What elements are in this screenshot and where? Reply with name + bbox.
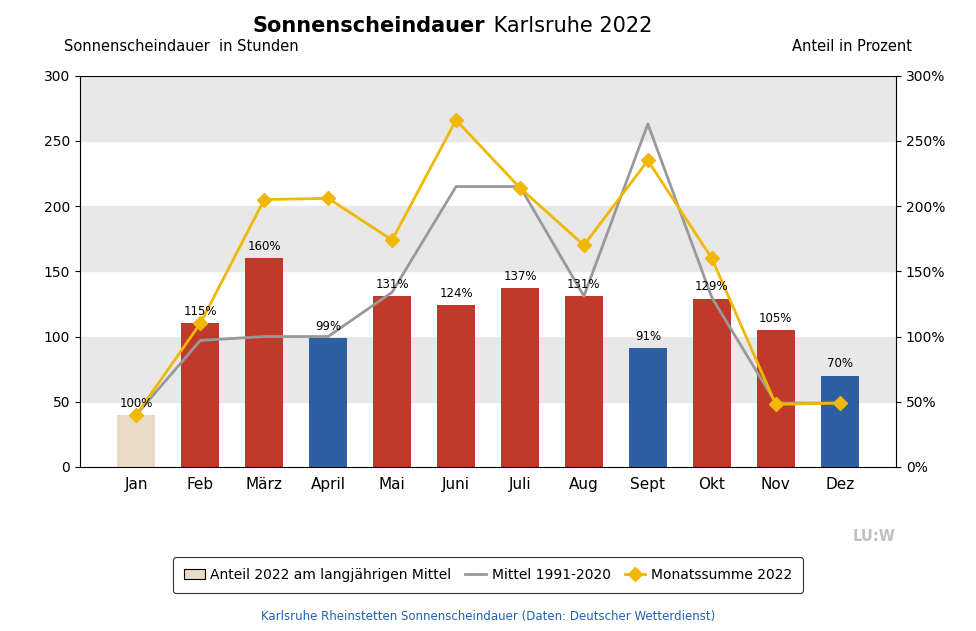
Bar [80,76,896,141]
Text: 100%: 100% [120,396,153,410]
Text: Sonnenscheindauer: Sonnenscheindauer [253,16,485,36]
Bar [373,296,411,467]
Bar [182,324,220,467]
Bar [80,206,896,271]
Text: 70%: 70% [827,357,853,370]
Text: Anteil in Prozent: Anteil in Prozent [793,39,913,54]
Bar [245,258,283,467]
Text: 105%: 105% [759,312,793,325]
Bar [80,336,896,402]
Bar [693,298,731,467]
Bar [629,348,667,467]
Bar [117,415,155,467]
Bar [756,330,794,467]
Text: 129%: 129% [695,281,729,293]
Text: Karlsruhe Rheinstetten Sonnenscheindauer (Daten: Deutscher Wetterdienst): Karlsruhe Rheinstetten Sonnenscheindauer… [261,610,715,623]
Text: 115%: 115% [183,305,217,318]
Text: 99%: 99% [315,320,342,333]
Bar [437,305,475,467]
Text: LU:W: LU:W [853,529,896,544]
Legend: Anteil 2022 am langjährigen Mittel, Mittel 1991-2020, Monatssumme 2022: Anteil 2022 am langjährigen Mittel, Mitt… [173,557,803,593]
Bar [309,338,347,467]
Bar [565,296,603,467]
Text: Sonnenscheindauer  in Stunden: Sonnenscheindauer in Stunden [63,39,299,54]
Bar [821,375,859,467]
Text: 131%: 131% [567,278,600,291]
Text: 124%: 124% [439,287,472,300]
Bar [501,288,539,467]
Text: 131%: 131% [376,278,409,291]
Text: 160%: 160% [248,240,281,253]
Text: 91%: 91% [634,330,661,343]
Text: Karlsruhe 2022: Karlsruhe 2022 [487,16,652,36]
Text: 137%: 137% [504,270,537,283]
